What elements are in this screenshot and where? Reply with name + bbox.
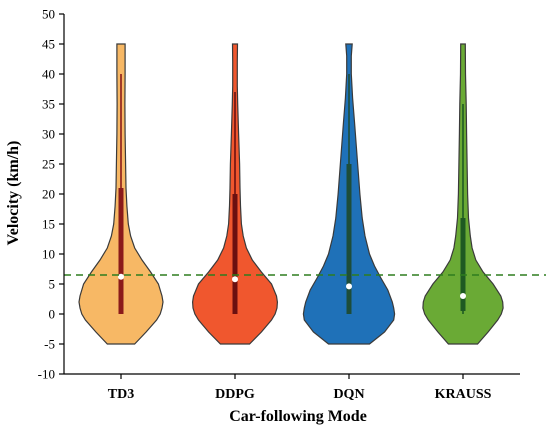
y-tick-label: 15 <box>42 217 55 232</box>
y-tick-label: 10 <box>42 247 55 262</box>
y-tick-label: -10 <box>38 367 55 382</box>
y-tick-label: 0 <box>49 307 56 322</box>
x-tick-label-ddpg: DDPG <box>215 387 255 402</box>
median-marker-ddpg <box>232 276 238 283</box>
y-tick-label: 20 <box>42 187 55 202</box>
y-tick-label: 30 <box>42 127 55 142</box>
x-tick-label-krauss: KRAUSS <box>435 387 492 402</box>
y-tick-label: 40 <box>42 67 55 82</box>
y-tick-label: -5 <box>44 337 55 352</box>
y-tick-label: 45 <box>42 37 55 52</box>
median-marker-dqn <box>346 283 352 290</box>
y-tick-label: 5 <box>49 277 56 292</box>
x-tick-label-td3: TD3 <box>108 387 134 402</box>
y-tick-label: 50 <box>42 7 55 22</box>
median-marker-krauss <box>460 293 466 299</box>
x-tick-label-dqn: DQN <box>333 387 364 402</box>
y-tick-label: 25 <box>42 157 55 172</box>
y-tick-label: 35 <box>42 97 55 112</box>
y-axis-title: Velocity (km/h) <box>5 141 22 246</box>
x-axis-title: Car-following Mode <box>229 408 367 425</box>
median-marker-td3 <box>118 273 124 280</box>
axes-layer: -10 -5 0 5 10 15 20 25 30 35 40 45 50 TD3 DDPG DQN KRAUS… <box>38 7 520 402</box>
violins-layer <box>78 43 504 345</box>
